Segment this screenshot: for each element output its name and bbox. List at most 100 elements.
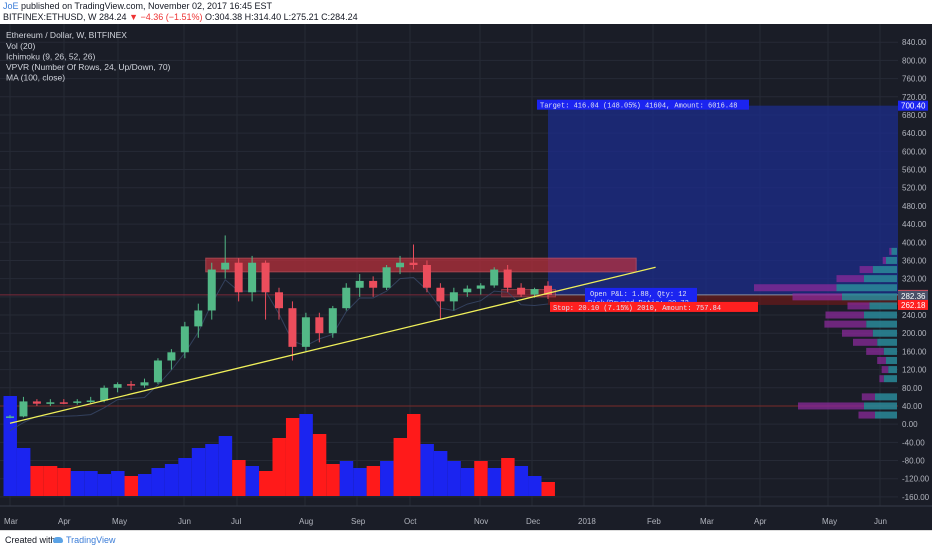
- volume-bar: [124, 476, 138, 496]
- symbol-name: BITFINEX:ETHUSD, W: [3, 12, 97, 22]
- volume-bar: [312, 434, 327, 496]
- y-tick-label: 680.00: [902, 111, 927, 120]
- candle-body: [234, 262, 243, 293]
- candle-body: [207, 269, 216, 311]
- candle-body: [32, 401, 41, 404]
- y-tick-label: -80.00: [902, 457, 925, 466]
- x-tick-label: Jun: [874, 517, 887, 526]
- volume-bar: [70, 471, 85, 496]
- volume-bar: [460, 468, 475, 496]
- chart-title: Ethereum / Dollar, W, BITFINEX: [6, 30, 127, 40]
- volume-bar: [245, 466, 260, 496]
- candle-body: [167, 352, 176, 361]
- vpvr-down-bar: [859, 266, 873, 274]
- candle-body: [275, 292, 283, 309]
- volume-bar: [501, 458, 515, 496]
- candle-body: [113, 384, 122, 388]
- vpvr-up-bar: [864, 275, 897, 283]
- candle-body: [194, 310, 203, 327]
- candle-body: [73, 401, 82, 403]
- volume-bar: [43, 466, 58, 496]
- vpvr-down-bar: [754, 284, 837, 292]
- y-tick-label: -120.00: [902, 475, 930, 484]
- candle-body: [355, 280, 364, 288]
- indicator-label: Vol (20): [6, 41, 35, 51]
- vpvr-up-bar: [864, 402, 897, 410]
- vpvr-up-bar: [883, 347, 897, 355]
- candle-body: [301, 317, 310, 347]
- vpvr-down-bar: [825, 311, 864, 319]
- volume-bar: [285, 418, 300, 496]
- candle-body: [100, 387, 109, 401]
- vpvr-up-bar: [875, 411, 897, 419]
- volume-bar: [420, 444, 434, 496]
- volume-bar: [259, 471, 273, 496]
- x-tick-label: May: [112, 517, 127, 526]
- volume-bar: [326, 464, 340, 496]
- x-tick-label: May: [822, 517, 837, 526]
- x-tick-label: Apr: [58, 517, 71, 526]
- vpvr-down-bar: [877, 356, 886, 364]
- x-tick-label: Sep: [351, 517, 366, 526]
- x-tick-label: Mar: [4, 517, 18, 526]
- y-tick-label: -40.00: [902, 438, 925, 447]
- vpvr-up-bar: [864, 311, 897, 319]
- candle-body: [517, 287, 526, 295]
- target-label-bg: [537, 99, 749, 110]
- vpvr-down-bar: [881, 366, 889, 374]
- candle-body: [140, 382, 149, 386]
- price-marker-label: 282.36: [901, 292, 926, 301]
- author-name[interactable]: JoE: [3, 1, 19, 11]
- stop-label-bg: [550, 301, 758, 312]
- y-tick-label: 160.00: [902, 347, 927, 356]
- candle-body: [422, 265, 431, 288]
- y-tick-label: 720.00: [902, 93, 927, 102]
- tradingview-logo-icon: [53, 537, 63, 543]
- candle-body: [180, 326, 189, 353]
- vpvr-down-bar: [861, 393, 875, 401]
- candle-body: [409, 262, 418, 265]
- candle-body: [315, 317, 324, 334]
- candle-body: [19, 401, 28, 417]
- x-tick-label: Aug: [299, 517, 313, 526]
- vpvr-down-bar: [792, 293, 842, 301]
- vpvr-up-bar: [836, 284, 897, 292]
- chart-area[interactable]: Target: 416.04 (148.05%) 41604, Amount: …: [0, 24, 932, 530]
- volume-bar: [393, 438, 407, 496]
- vpvr-up-bar: [888, 366, 897, 374]
- stop-zone: [548, 294, 932, 305]
- indicator-label: Ichimoku (9, 26, 52, 26): [6, 52, 95, 62]
- volume-bar: [339, 461, 354, 496]
- volume-bar: [205, 444, 219, 496]
- chart-header: JoE published on TradingView.com, Novemb…: [0, 0, 932, 24]
- trendline: [9, 266, 656, 424]
- price-change: ▼ −4.36 (−1.51%): [129, 12, 203, 22]
- vpvr-up-bar: [866, 320, 897, 328]
- vpvr-down-bar: [882, 256, 886, 264]
- x-tick-label: Feb: [647, 517, 661, 526]
- volume-bar: [111, 471, 125, 496]
- volume-bar: [447, 461, 461, 496]
- candle-body: [436, 287, 445, 302]
- candle-body: [248, 262, 257, 293]
- vpvr-up-bar: [877, 338, 897, 346]
- y-tick-label: 800.00: [902, 56, 927, 65]
- y-tick-label: 600.00: [902, 147, 927, 156]
- candle-body: [503, 269, 512, 288]
- candle-body: [476, 285, 485, 289]
- x-tick-label: Mar: [700, 517, 714, 526]
- vpvr-up-bar: [891, 247, 897, 255]
- vpvr-up-bar: [869, 302, 897, 310]
- x-tick-label: Oct: [404, 517, 417, 526]
- support-band: [501, 289, 556, 298]
- footer: Created with TradingView: [0, 530, 932, 551]
- volume-bar: [232, 460, 246, 496]
- volume-bar: [84, 471, 98, 496]
- candle-body: [328, 308, 337, 334]
- price-chart[interactable]: Target: 416.04 (148.05%) 41604, Amount: …: [0, 24, 932, 530]
- y-tick-label: 400.00: [902, 238, 927, 247]
- tradingview-brand[interactable]: TradingView: [66, 535, 116, 545]
- candle-body: [288, 308, 297, 347]
- x-tick-label: Nov: [474, 517, 488, 526]
- ohlc-values: O:304.38 H:314.40 L:275.21 C:284.24: [205, 12, 358, 22]
